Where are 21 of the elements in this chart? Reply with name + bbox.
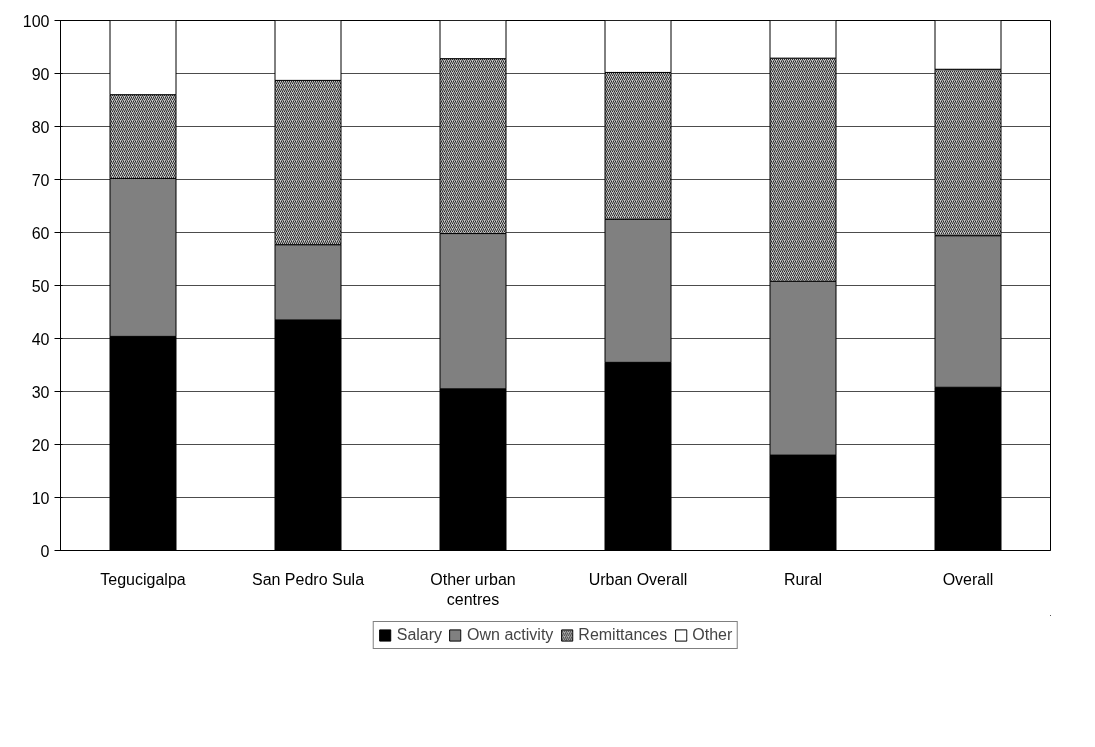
- x-tick-label: Other urban centres: [430, 570, 516, 608]
- x-tick-label: Tegucigalpa: [100, 570, 186, 588]
- y-tick-label: 80: [31, 118, 50, 136]
- x-tick-label: Overall: [942, 570, 994, 588]
- y-tick-label: 90: [31, 65, 50, 83]
- y-tick-label: 60: [31, 224, 50, 242]
- legend-label: Salary: [396, 626, 443, 644]
- y-tick-label: 40: [31, 330, 50, 348]
- y-tick-label: 70: [31, 171, 50, 189]
- legend-label: Other: [692, 626, 733, 644]
- y-tick-label: 0: [40, 542, 50, 560]
- legend-label: Own activity: [467, 626, 554, 644]
- legend-label: Remittances: [578, 626, 668, 644]
- x-tick-label: San Pedro Sula: [251, 570, 365, 588]
- x-tick-label: Urban Overall: [588, 570, 688, 588]
- y-tick-label: 20: [31, 436, 50, 454]
- y-tick-label: 100: [22, 12, 50, 30]
- y-tick-label: 30: [31, 383, 50, 401]
- y-tick-label: 10: [31, 489, 50, 507]
- x-tick-label: Rural: [783, 570, 823, 588]
- y-tick-label: 50: [31, 277, 50, 295]
